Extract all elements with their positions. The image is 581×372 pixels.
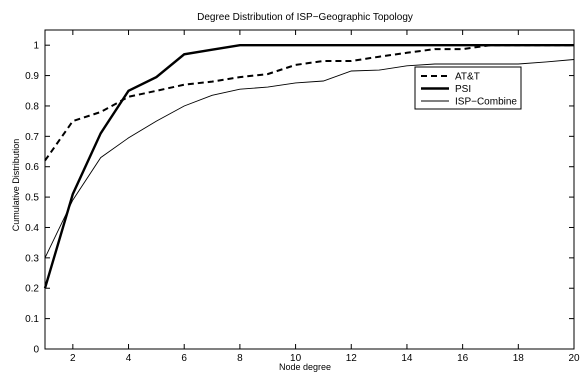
x-tick-label-8: 18: [513, 353, 525, 364]
y-tick-label-0: 0: [33, 345, 39, 356]
legend-label-2: ISP−Combine: [455, 97, 517, 108]
series-line-1: [43, 44, 574, 289]
x-tick-label-6: 14: [401, 353, 413, 364]
x-tick-label-1: 4: [126, 353, 132, 364]
y-axis: 0 0.1 0.2 0.3 0.4 0.5 0.6 0.7 0.8 0.9 1: [25, 41, 574, 356]
x-tick-label-2: 6: [181, 353, 187, 364]
x-tick-label-7: 16: [457, 353, 469, 364]
y-tick-label-1: 0.1: [25, 314, 39, 325]
x-tick-label-0: 2: [70, 353, 76, 364]
x-axis: 2 4 6 8 10 12 14 16 18 20: [70, 30, 580, 364]
legend-label-0: AT&T: [455, 72, 480, 83]
x-tick-label-4: 10: [290, 353, 302, 364]
x-axis-label: Node degree: [279, 362, 331, 372]
legend-label-1: PSI: [455, 84, 471, 95]
x-tick-label-3: 8: [237, 353, 243, 364]
y-tick-label-8: 0.8: [25, 101, 39, 112]
y-tick-label-9: 0.9: [25, 71, 39, 82]
y-tick-label-10: 1: [33, 41, 39, 52]
y-tick-label-5: 0.5: [25, 193, 39, 204]
y-tick-label-3: 0.3: [25, 253, 39, 264]
x-tick-label-9: 20: [568, 353, 580, 364]
y-tick-label-2: 0.2: [25, 284, 39, 295]
y-tick-label-4: 0.4: [25, 223, 39, 234]
x-tick-label-5: 12: [346, 353, 358, 364]
y-tick-label-6: 0.6: [25, 162, 39, 173]
plot-frame: [44, 29, 575, 350]
y-tick-label-7: 0.7: [25, 132, 39, 143]
series-layer: [43, 44, 575, 289]
y-axis-label: Cumulative Distribution: [11, 139, 21, 232]
series-line-2: [44, 59, 575, 259]
chart-title: Degree Distribution of ISP−Geographic To…: [197, 12, 413, 23]
